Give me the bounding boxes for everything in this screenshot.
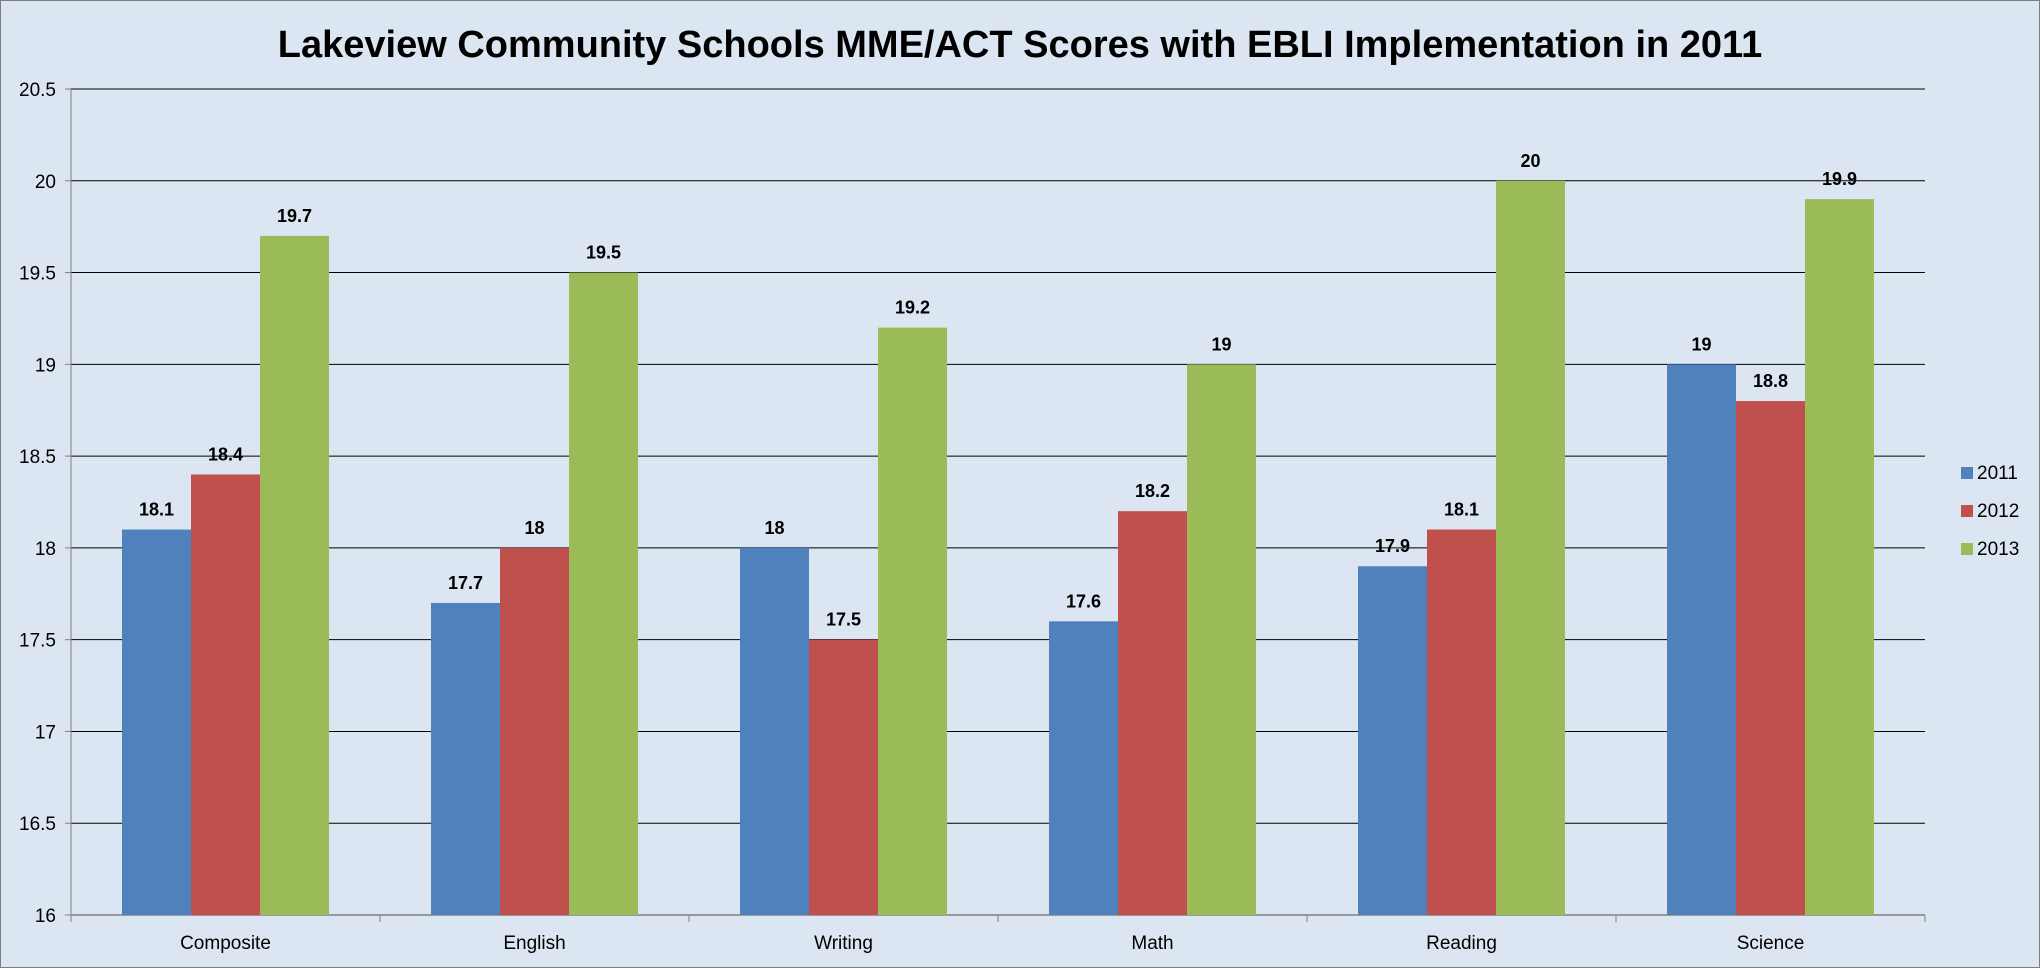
legend: 2011 2012 2013: [1961, 463, 2019, 560]
data-label: 18.1: [139, 500, 174, 520]
y-tick-label: 20: [35, 172, 56, 193]
data-label: 18.4: [208, 444, 243, 464]
x-category-label: Composite: [180, 933, 271, 954]
x-category-label: Reading: [1426, 933, 1497, 954]
bar-2012-science: [1736, 401, 1805, 915]
y-tick-label: 16.5: [19, 814, 56, 835]
gridlines: [71, 88, 1925, 824]
bar-2012-math: [1118, 511, 1187, 915]
bar-2013-reading: [1496, 180, 1565, 915]
data-label: 17.5: [826, 610, 861, 630]
x-category-label: Writing: [814, 933, 873, 954]
y-tick-label: 18.5: [19, 447, 56, 468]
bar-2011-english: [431, 602, 500, 915]
data-label: 20: [1520, 151, 1540, 171]
y-tick-label: 18: [35, 539, 56, 560]
bar-2011-composite: [122, 529, 191, 915]
x-category-label: Math: [1131, 933, 1173, 954]
legend-entry-2012: 2012: [1977, 501, 2019, 522]
data-label: 18.2: [1135, 481, 1170, 501]
data-label: 19.7: [277, 206, 312, 226]
bar-2012-reading: [1427, 529, 1496, 915]
data-label: 19: [1691, 334, 1711, 354]
data-labels: 18.1 18.4 19.7 17.7 18 19.5 18 17.5 19.2 17.6 18.2…: [139, 151, 1857, 630]
data-label: 18: [524, 518, 544, 538]
data-label: 17.7: [448, 573, 483, 593]
data-label: 18.8: [1753, 371, 1788, 391]
bar-2013-math: [1187, 364, 1256, 915]
bar-2013-english: [569, 272, 638, 915]
legend-swatch-2011: [1961, 467, 1973, 479]
axes: 16 16.5 17 17.5 18 18.5 19 19.5 20 20.5 Composite E…: [19, 80, 1926, 954]
bar-2011-science: [1667, 364, 1736, 915]
data-label: 19.9: [1822, 169, 1857, 189]
bar-2011-writing: [740, 547, 809, 915]
bar-2013-science: [1805, 199, 1874, 916]
y-tick-label: 17: [35, 722, 56, 743]
bar-2013-composite: [260, 235, 329, 915]
chart-title: Lakeview Community Schools MME/ACT Score…: [278, 24, 1762, 66]
bar-2011-reading: [1358, 566, 1427, 915]
data-label: 17.6: [1066, 591, 1101, 611]
y-tick-label: 19: [35, 355, 56, 376]
bars: [122, 180, 1874, 916]
bar-2012-english: [500, 547, 569, 915]
legend-swatch-2012: [1961, 505, 1973, 517]
bar-2011-math: [1049, 621, 1118, 915]
y-tick-label: 17.5: [19, 631, 56, 652]
bar-2013-writing: [878, 327, 947, 916]
x-category-label: Science: [1737, 933, 1805, 954]
data-label: 18.1: [1444, 500, 1479, 520]
legend-swatch-2013: [1961, 543, 1973, 555]
legend-entry-2013: 2013: [1977, 539, 2019, 560]
data-label: 19: [1211, 334, 1231, 354]
data-label: 17.9: [1375, 536, 1410, 556]
y-tick-label: 16: [35, 906, 56, 927]
bar-2012-writing: [809, 639, 878, 915]
legend-entry-2011: 2011: [1977, 463, 2018, 484]
y-tick-label: 19.5: [19, 264, 56, 285]
data-label: 19.2: [895, 298, 930, 318]
x-category-label: English: [503, 933, 565, 954]
data-label: 18: [764, 518, 784, 538]
y-tick-label: 20.5: [19, 80, 56, 101]
data-label: 19.5: [586, 243, 621, 263]
bar-2012-composite: [191, 474, 260, 915]
